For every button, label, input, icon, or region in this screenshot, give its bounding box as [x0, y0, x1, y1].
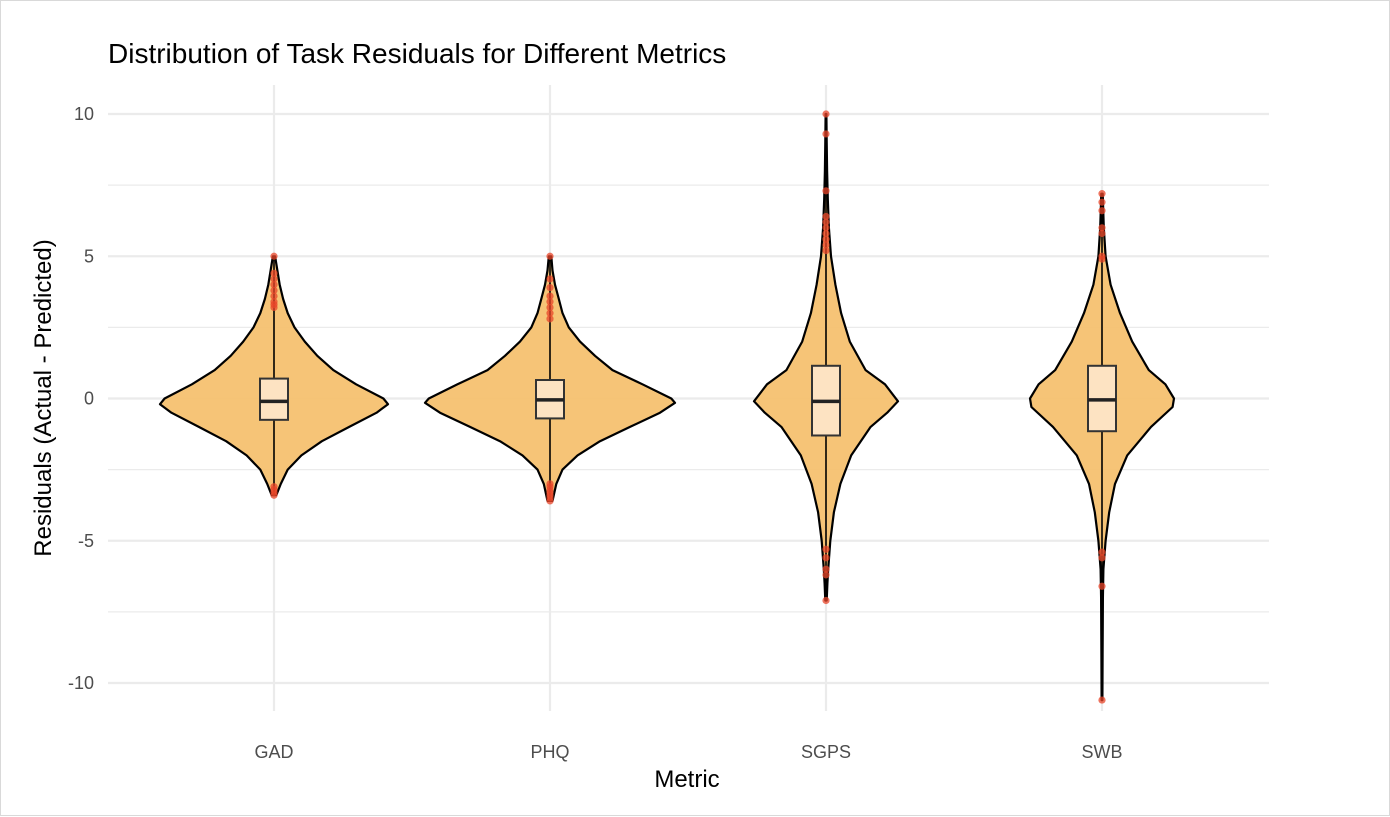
- outlier-point: [1098, 255, 1106, 263]
- outlier-point: [546, 298, 554, 306]
- violin-gad: [158, 252, 390, 499]
- outlier-point: [270, 281, 278, 289]
- y-tick-label: 5: [84, 246, 94, 266]
- outlier-point: [546, 303, 554, 312]
- violin-phq: [423, 252, 677, 505]
- outlier-point: [270, 269, 278, 277]
- outlier-point: [822, 596, 830, 605]
- outlier-point: [822, 224, 830, 232]
- outlier-point: [1098, 554, 1106, 562]
- x-tick-label: SWB: [1081, 742, 1122, 762]
- outlier-point: [546, 497, 554, 505]
- outlier-point: [1098, 548, 1106, 556]
- iqr-box: [259, 377, 289, 421]
- outlier-point: [1098, 224, 1106, 232]
- y-tick-label: 10: [74, 104, 94, 124]
- outlier-point: [822, 235, 830, 243]
- outlier-point: [1098, 207, 1106, 215]
- outlier-point: [1098, 190, 1106, 198]
- x-tick-label: PHQ: [530, 742, 569, 762]
- y-tick-label: -10: [68, 673, 94, 693]
- y-tick-label: -5: [78, 531, 94, 551]
- x-tick-label: GAD: [254, 742, 293, 762]
- outlier-point: [546, 252, 554, 260]
- x-tick-labels: GAD PHQ SGPS SWB: [254, 742, 1122, 762]
- outlier-point: [270, 252, 278, 260]
- outlier-point: [270, 491, 278, 499]
- x-axis-title: Metric: [654, 766, 719, 793]
- y-axis-title: Residuals (Actual - Predicted): [30, 239, 57, 556]
- outlier-point: [546, 315, 554, 323]
- outlier-point: [822, 212, 830, 221]
- outlier-point: [822, 229, 830, 238]
- outlier-point: [822, 187, 830, 195]
- outlier-point: [1098, 198, 1106, 206]
- violin-swb: [1028, 190, 1176, 704]
- outlier-point: [546, 309, 554, 317]
- outlier-point: [270, 292, 278, 300]
- outlier-point: [822, 130, 830, 138]
- chart-title: Distribution of Task Residuals for Diffe…: [108, 38, 726, 69]
- outlier-point: [270, 275, 278, 283]
- outlier-point: [1098, 229, 1106, 238]
- outlier-point: [270, 303, 278, 312]
- outlier-point: [1098, 582, 1106, 590]
- outlier-point: [822, 565, 830, 573]
- violin-sgps: [752, 110, 900, 605]
- outlier-point: [546, 292, 554, 300]
- outlier-point: [822, 554, 830, 562]
- outlier-point: [822, 246, 830, 255]
- outlier-point: [822, 545, 830, 553]
- x-tick-label: SGPS: [801, 742, 851, 762]
- outlier-point: [270, 286, 278, 294]
- outlier-point: [822, 218, 830, 226]
- violin-layer: [158, 110, 1176, 704]
- outlier-point: [1098, 696, 1106, 704]
- outlier-point: [822, 241, 830, 249]
- outlier-point: [822, 571, 830, 579]
- outlier-point: [546, 275, 554, 283]
- outlier-point: [822, 110, 830, 118]
- outlier-point: [546, 283, 554, 292]
- y-tick-label: 0: [84, 389, 94, 409]
- y-tick-labels: 10 5 0 -5 -10: [68, 104, 94, 693]
